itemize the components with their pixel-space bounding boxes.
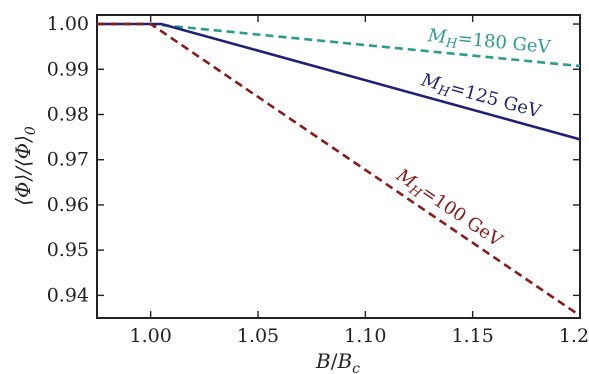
y-tick-label: 0.98: [47, 103, 89, 125]
y-tick-label: 0.94: [47, 284, 89, 306]
x-tick-label: 1.00: [130, 325, 172, 347]
series-labels: MH=180 GeV MH=125 GeV MH=100 GeV: [390, 25, 553, 254]
y-tick-label: 0.95: [47, 239, 89, 261]
series-label-1: MH=125 GeV: [417, 69, 544, 125]
x-tick-label: 1.20: [559, 325, 589, 347]
x-tick-label: 1.15: [452, 325, 494, 347]
x-tick-label: 1.05: [237, 325, 279, 347]
y-tick-label: 0.99: [47, 58, 89, 80]
x-tick-label: 1.10: [344, 325, 386, 347]
y-axis-label: ⟨Φ⟩/⟨Φ⟩0: [11, 126, 39, 206]
y-tick-label: 0.96: [47, 194, 89, 216]
series-label-2: MH=100 GeV: [390, 164, 507, 254]
series-line-1: [97, 22, 581, 141]
series-line-2: [97, 22, 581, 317]
ticks: 1.00 1.05 1.10 1.15 1.20 0.94 0.95 0.96 0.97 0.98…: [47, 13, 589, 347]
plot-frame: [96, 14, 581, 319]
series-lines: [97, 22, 581, 317]
x-axis-label: B/Bc: [315, 349, 360, 374]
y-tick-label: 0.97: [47, 149, 89, 171]
y-tick-label: 1.00: [47, 13, 89, 35]
series-label-0: MH=180 GeV: [426, 25, 553, 61]
